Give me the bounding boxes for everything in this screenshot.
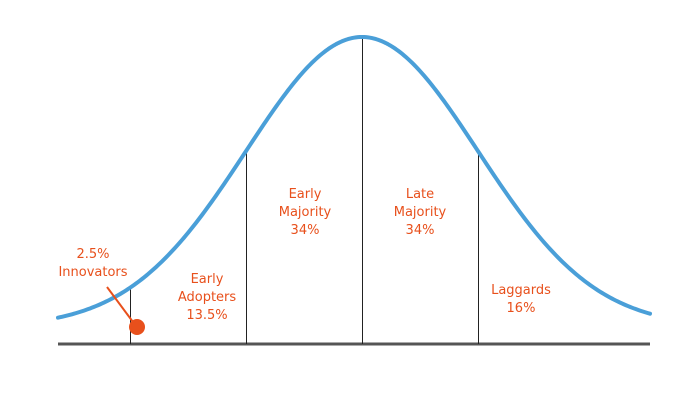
late-majority-label: Late Majority 34% [394, 186, 447, 240]
laggards-name: Laggards [491, 283, 551, 298]
early-adopters-line1: Early [190, 272, 224, 287]
innovators-pointer-dot [129, 319, 145, 335]
early-adopters-line2: Adopters [177, 290, 237, 305]
late-majority-percent: 34% [405, 223, 435, 238]
innovators-name: Innovators [58, 265, 128, 280]
early-majority-line2: Majority [278, 205, 332, 220]
early-majority-label: Early Majority 34% [279, 186, 332, 240]
early-adopters-label: Early Adopters 13.5% [178, 271, 236, 325]
early-majority-percent: 34% [290, 223, 320, 238]
late-majority-line1: Late [405, 187, 435, 202]
laggards-percent: 16% [506, 301, 536, 316]
innovators-pointer-line [106, 286, 134, 323]
bell-curve-line [56, 35, 652, 320]
early-adopters-percent: 13.5% [186, 308, 228, 323]
laggards-label: Laggards 16% [491, 282, 551, 318]
innovators-label: 2.5% Innovators [58, 246, 127, 282]
innovators-percent: 2.5% [76, 247, 110, 262]
early-majority-line1: Early [288, 187, 322, 202]
late-majority-line2: Majority [393, 205, 447, 220]
